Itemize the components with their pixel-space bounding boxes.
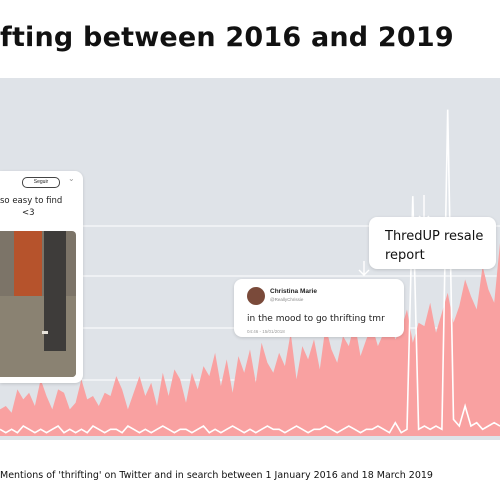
- tweet-left-text-line2: <3: [22, 208, 35, 218]
- chart-title: fting between 2016 and 2019: [0, 22, 454, 53]
- tweet-timestamp: 04:46 - 15/01/2018: [247, 329, 285, 334]
- follow-button[interactable]: Seguir: [22, 177, 60, 188]
- thredup-annotation-label: ThredUP resale report: [385, 229, 484, 263]
- christina-arrow: [358, 261, 370, 276]
- twitter-line-series: [0, 109, 500, 434]
- tweet-author-name: Christina Marie: [270, 288, 317, 295]
- more-options-icon[interactable]: ⌄: [68, 174, 75, 183]
- tweet-card-left: Seguir ⌄ so easy to find <3: [0, 171, 83, 383]
- tweet-card-christina: Christina Marie @ReallyChrissie in the m…: [234, 279, 404, 337]
- avatar: [247, 287, 265, 305]
- photo-spot: [42, 331, 48, 334]
- tweet-author-handle: @ReallyChrissie: [270, 297, 304, 302]
- tweet-photo: [0, 231, 76, 377]
- tweet-left-text-line1: so easy to find: [0, 196, 63, 206]
- thredup-annotation: ThredUP resale report: [369, 217, 496, 269]
- plot-area: 9/10/201629/1/201721/5/201710/9/201731/1…: [0, 78, 500, 440]
- tweet-text: in the mood to go thrifting tmr: [247, 314, 385, 324]
- photo-door: [44, 231, 66, 351]
- chart-caption: Mentions of 'thrifting' on Twitter and i…: [0, 470, 433, 481]
- search-area-series: [0, 242, 500, 436]
- photo-wall: [14, 231, 42, 296]
